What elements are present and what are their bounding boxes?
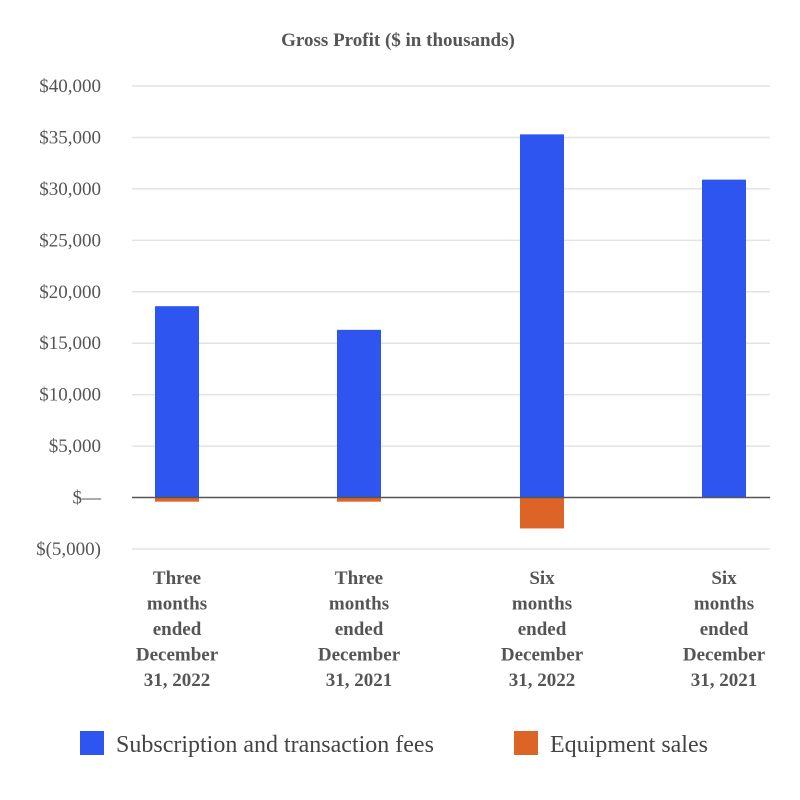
legend: Subscription and transaction fees Equipme… — [80, 731, 708, 758]
bar — [337, 497, 381, 502]
bar — [155, 497, 199, 502]
y-tick-label: $25,000 — [39, 230, 101, 251]
legend-label: Subscription and transaction fees — [116, 732, 434, 758]
x-category-label: Six months ended December 31, 2021 — [683, 568, 766, 691]
y-tick-label: $(5,000) — [36, 539, 101, 560]
y-tick-label: $15,000 — [39, 333, 101, 354]
x-category-label: Three months ended December 31, 2021 — [318, 568, 401, 691]
bar — [155, 306, 199, 498]
y-tick-label: $40,000 — [39, 76, 101, 97]
y-tick-label: $30,000 — [39, 179, 101, 200]
bar — [337, 329, 381, 498]
bars — [155, 134, 746, 529]
y-tick-label: $— — [73, 488, 103, 509]
legend-swatch — [514, 731, 538, 755]
y-tick-label: $20,000 — [39, 282, 101, 303]
x-category-label: Six months ended December 31, 2022 — [501, 568, 584, 691]
bar — [520, 134, 564, 498]
y-tick-label: $35,000 — [39, 127, 101, 148]
legend-label: Equipment sales — [550, 732, 708, 758]
y-tick-label: $5,000 — [49, 436, 101, 457]
x-category-label: Three months ended December 31, 2022 — [136, 568, 219, 691]
chart-title: Gross Profit ($ in thousands) — [281, 30, 515, 51]
bar — [520, 497, 564, 529]
x-axis-categories: Three months ended December 31, 2022 Three mon… — [136, 568, 766, 691]
y-tick-label: $10,000 — [39, 385, 101, 406]
y-axis-ticks: $40,000 $35,000 $30,000 $25,000 $20,000 $15,0… — [36, 76, 102, 560]
bar — [702, 179, 746, 498]
legend-swatch — [80, 731, 104, 755]
gridlines — [132, 85, 770, 550]
